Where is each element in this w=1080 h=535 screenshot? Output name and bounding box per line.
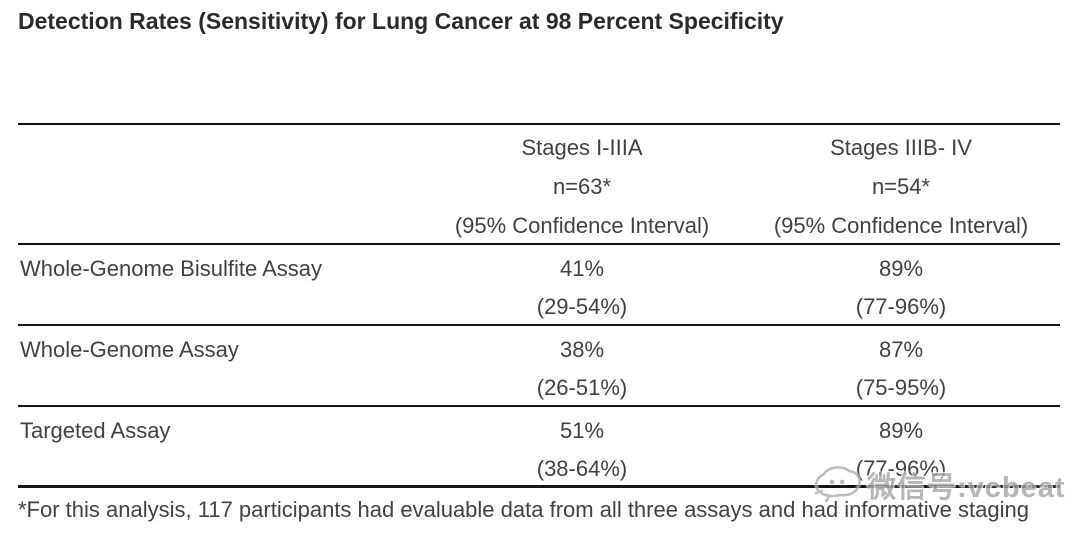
- table-row-targeted-assay: Targeted Assay 51% (38-64%) 89% (77-96%): [18, 407, 1060, 488]
- table-header-row: Stages I-IIIA n=63* (95% Confidence Inte…: [18, 125, 1060, 245]
- sensitivity-value: 89%: [878, 418, 924, 443]
- confidence-interval: (75-95%): [855, 375, 947, 400]
- header-ci-label: (95% Confidence Interval): [454, 213, 710, 238]
- header-stages-iiib-iv: Stages IIIB- IV n=54* (95% Confidence In…: [742, 128, 1060, 245]
- confidence-interval: (77-96%): [855, 456, 947, 481]
- sensitivity-value: 87%: [878, 337, 924, 362]
- row-label: Whole-Genome Assay: [20, 337, 239, 362]
- sensitivity-value: 89%: [878, 256, 924, 281]
- figure-title: Detection Rates (Sensitivity) for Lung C…: [18, 8, 784, 34]
- header-ci-label: (95% Confidence Interval): [773, 213, 1029, 238]
- cell-stage1: 38% (26-51%): [422, 326, 742, 405]
- row-label: Whole-Genome Bisulfite Assay: [20, 256, 323, 281]
- cell-stage1: 51% (38-64%): [422, 407, 742, 485]
- header-stage-name: Stages I-IIIA: [521, 135, 643, 160]
- table-row-whole-genome-assay: Whole-Genome Assay 38% (26-51%) 87% (75-…: [18, 326, 1060, 407]
- header-empty-cell: [18, 128, 422, 245]
- sensitivity-value: 51%: [559, 418, 605, 443]
- header-sample-size: n=54*: [871, 174, 931, 199]
- sensitivity-value: 41%: [559, 256, 605, 281]
- header-stages-i-iiia: Stages I-IIIA n=63* (95% Confidence Inte…: [422, 128, 742, 245]
- cell-stage2: 87% (75-95%): [742, 326, 1060, 405]
- detection-rates-table: Stages I-IIIA n=63* (95% Confidence Inte…: [18, 123, 1060, 488]
- footnote: *For this analysis, 117 participants had…: [18, 497, 1029, 522]
- row-label: Targeted Assay: [20, 418, 171, 443]
- header-sample-size: n=63*: [552, 174, 612, 199]
- header-stage-name: Stages IIIB- IV: [830, 135, 972, 160]
- confidence-interval: (38-64%): [536, 456, 628, 481]
- confidence-interval: (26-51%): [536, 375, 628, 400]
- cell-stage2: 89% (77-96%): [742, 407, 1060, 485]
- confidence-interval: (77-96%): [855, 294, 947, 319]
- sensitivity-value: 38%: [559, 337, 605, 362]
- confidence-interval: (29-54%): [536, 294, 628, 319]
- cell-stage1: 41% (29-54%): [422, 245, 742, 324]
- table-row-whole-genome-bisulfite-assay: Whole-Genome Bisulfite Assay 41% (29-54%…: [18, 245, 1060, 326]
- cell-stage2: 89% (77-96%): [742, 245, 1060, 324]
